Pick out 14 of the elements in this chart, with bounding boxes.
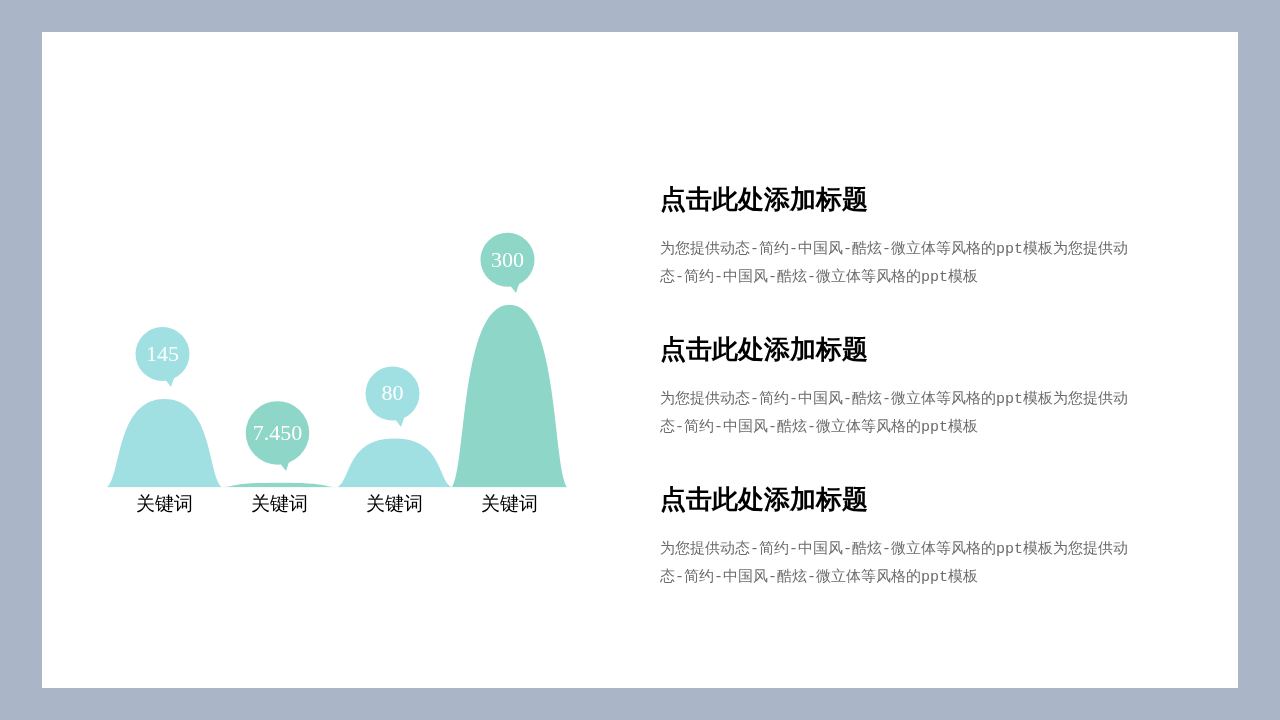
text: 点击此处添加标题	[660, 183, 869, 216]
x-tick-label: 关键词	[136, 491, 193, 514]
data-label: 7.450	[252, 419, 303, 445]
data-label: 80	[381, 380, 404, 406]
text: 为您提供动态-简约-中国风-酷炫-微立体等风格的ppt模板为您提供动态-简约-中国风-酷炫-微立体等风格的ppt模板	[660, 239, 1129, 288]
text: 为您提供动态-简约-中国风-酷炫-微立体等风格的ppt模板为您提供动态-简约-中国风-酷炫-微立体等风格的ppt模板	[660, 539, 1129, 588]
text: 点击此处添加标题	[660, 483, 869, 516]
x-tick-label: 关键词	[366, 491, 423, 514]
data-label: 300	[491, 246, 524, 272]
text: 为您提供动态-简约-中国风-酷炫-微立体等风格的ppt模板为您提供动态-简约-中国风-酷炫-微立体等风格的ppt模板	[660, 389, 1129, 438]
x-tick-label: 关键词	[481, 491, 538, 514]
text: 点击此处添加标题	[660, 333, 869, 366]
x-tick-label: 关键词	[251, 491, 308, 514]
data-label: 145	[146, 340, 179, 366]
